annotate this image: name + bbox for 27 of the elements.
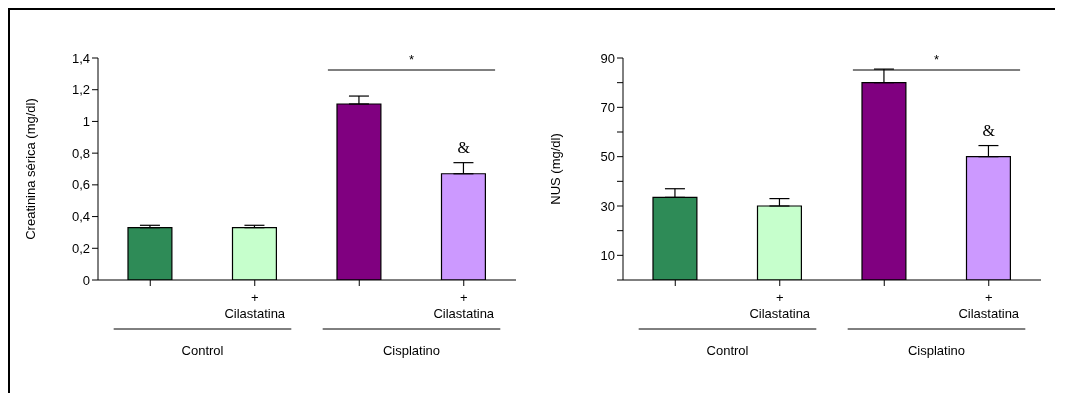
y-tick-label: 1 (82, 114, 90, 130)
annotation: & (982, 121, 996, 139)
annotation: & (457, 138, 471, 156)
text: Control (706, 343, 749, 358)
x-tick-label: + Cilastatina (749, 290, 811, 321)
x-tick-label: + Cilastatina (433, 290, 495, 321)
y-tick-label: 10 (600, 247, 615, 263)
y-tick-label: 70 (600, 99, 615, 115)
y-axis-title: NUS (mg/dl) (547, 133, 563, 205)
annotation: * (933, 52, 940, 67)
y-axis-title: Creatinina sérica (mg/dl) (22, 98, 38, 240)
y-tick-label: 0 (82, 272, 90, 288)
text: Cisplatino (907, 343, 966, 358)
y-tick-label: 90 (600, 50, 615, 66)
x-tick-label: + Cilastatina (958, 290, 1020, 321)
y-tick-label: 0,2 (71, 240, 90, 256)
y-tick-label: 0,6 (71, 177, 90, 193)
y-tick-label: 30 (600, 198, 615, 214)
y-tick-label: 1,4 (71, 50, 90, 66)
y-tick-label: 50 (600, 149, 615, 165)
y-tick-label: 0,4 (71, 209, 90, 225)
annotation: * (408, 52, 415, 67)
text: Cisplatino (382, 343, 441, 358)
text: Control (181, 343, 224, 358)
x-tick-label: + Cilastatina (224, 290, 286, 321)
y-tick-label: 1,2 (71, 82, 90, 98)
y-tick-label: 0,8 (71, 145, 90, 161)
